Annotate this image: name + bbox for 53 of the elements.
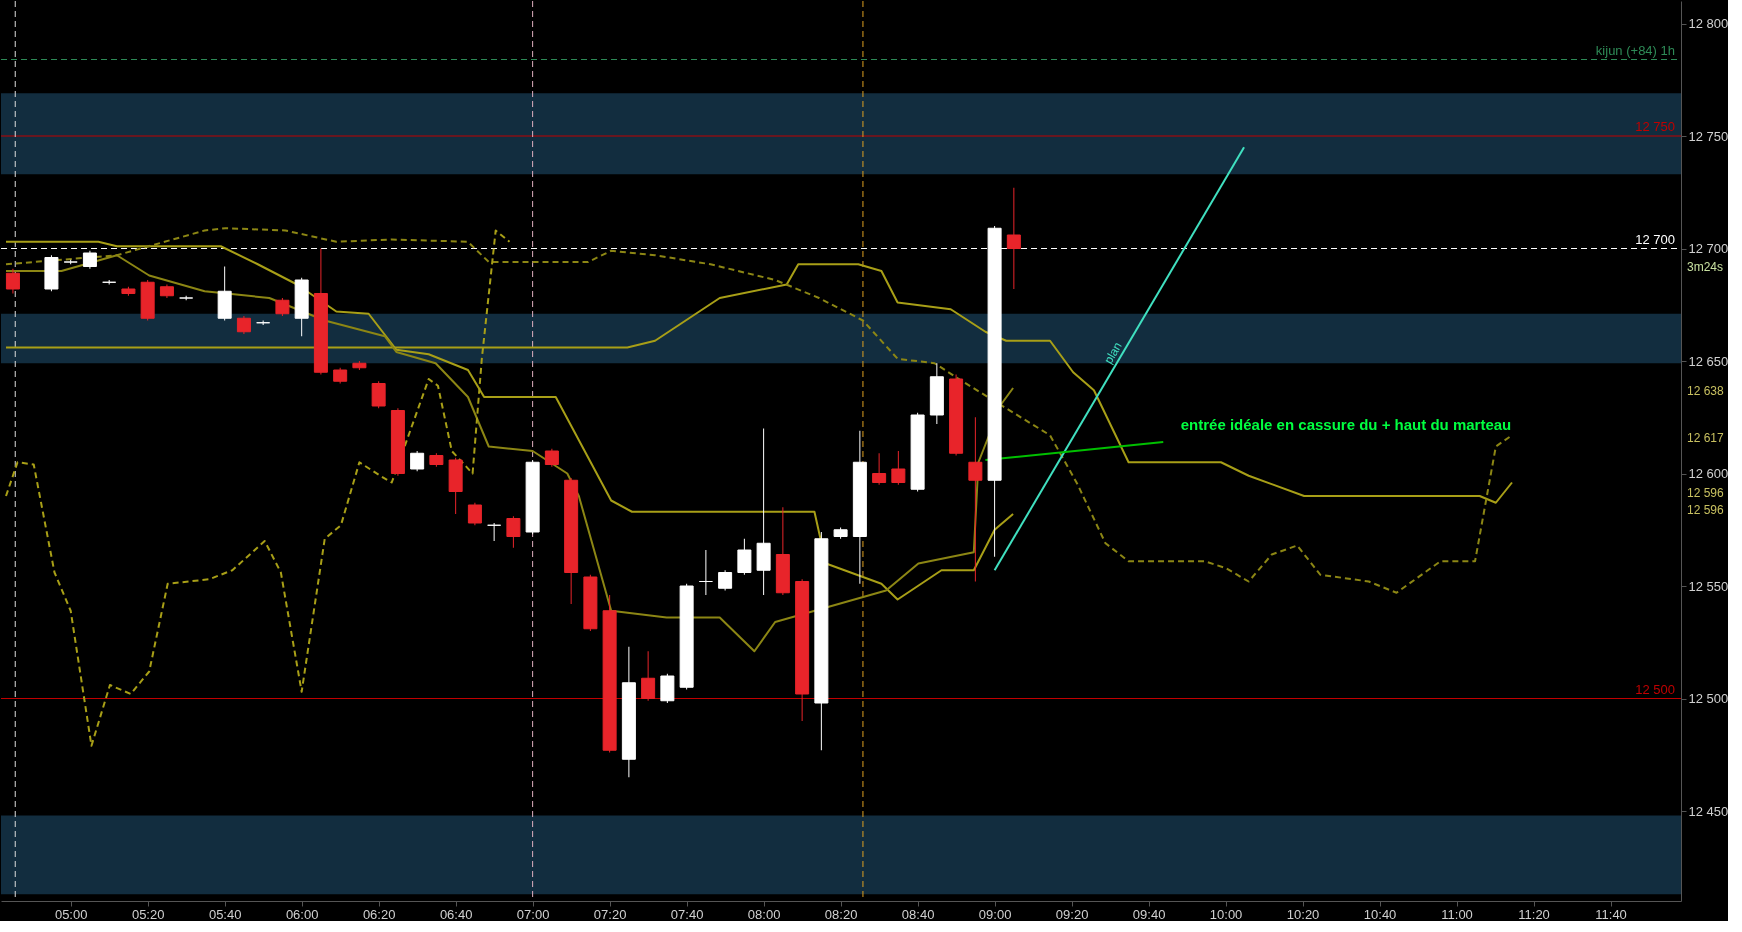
x-tick-label: 11:20: [1518, 906, 1550, 922]
candlestick: [891, 450, 906, 486]
x-tick-label: 06:00: [285, 906, 319, 922]
text: 12 596: [1687, 503, 1725, 517]
x-tick-label: 07:40: [670, 906, 704, 922]
y-tick-label: 12 700: [1688, 241, 1729, 256]
y-tick-label: 12 800: [1688, 16, 1729, 31]
x-tick-label: 05:40: [208, 906, 242, 922]
x-tick-label: 08:20: [824, 906, 858, 922]
x-tick-label: 07:00: [516, 906, 550, 922]
y-tick-label: 12 600: [1688, 466, 1729, 481]
x-tick-label: 10:20: [1286, 906, 1320, 922]
text: 12 596: [1687, 486, 1725, 500]
y-tick-label: 12 550: [1688, 578, 1729, 594]
x-tick-label: 05:20: [131, 906, 165, 922]
candlestick: [968, 416, 983, 582]
text: 12 638: [1687, 384, 1725, 398]
candlestick: [737, 538, 752, 576]
x-tick-label: 11:40: [1595, 906, 1627, 922]
ref-line-label: kijun (+84) 1h: [1595, 42, 1675, 58]
candlestick: [698, 549, 713, 596]
candlestick: [467, 502, 482, 526]
candlestick: [506, 515, 521, 549]
candlestick: [872, 452, 887, 486]
x-tick-label: 10:00: [1209, 906, 1243, 922]
y-tick-label: 12 750: [1688, 128, 1729, 144]
x-tick-label: 10:40: [1363, 906, 1397, 922]
x-tick-label: 08:40: [901, 906, 935, 922]
y-tick-label: 12 500: [1688, 691, 1729, 706]
x-tick-label: 05:00: [54, 906, 88, 922]
ref-line-label: 12 700: [1635, 231, 1675, 247]
candlestick: [5, 268, 20, 294]
text: 3m24s: [1687, 260, 1724, 274]
y-tick-label: 12 650: [1688, 353, 1729, 369]
x-tick-label: 09:00: [978, 906, 1012, 922]
candlestick: [371, 380, 386, 409]
x-tick-label: 09:40: [1132, 906, 1166, 922]
x-tick-label: 11:00: [1441, 906, 1473, 922]
candlestick: [641, 650, 656, 702]
candlestick: [1006, 187, 1021, 290]
x-tick-label: 06:20: [362, 906, 396, 922]
x-tick-label: 07:20: [593, 906, 627, 922]
text: 12 617: [1687, 431, 1725, 445]
candlestick: [718, 569, 733, 591]
annotation: entrée idéale en cassure du + haut du marteau: [1180, 416, 1512, 433]
candlestick: [410, 450, 425, 472]
x-tick-label: 08:00: [747, 906, 781, 922]
x-tick-label: 06:40: [439, 906, 473, 922]
x-tick-label: 09:20: [1055, 906, 1089, 922]
candlestick: [487, 522, 502, 542]
y-tick-label: 12 450: [1688, 803, 1729, 819]
ref-line-label: 12 750: [1635, 119, 1675, 134]
ref-line-label: 12 500: [1635, 681, 1675, 697]
